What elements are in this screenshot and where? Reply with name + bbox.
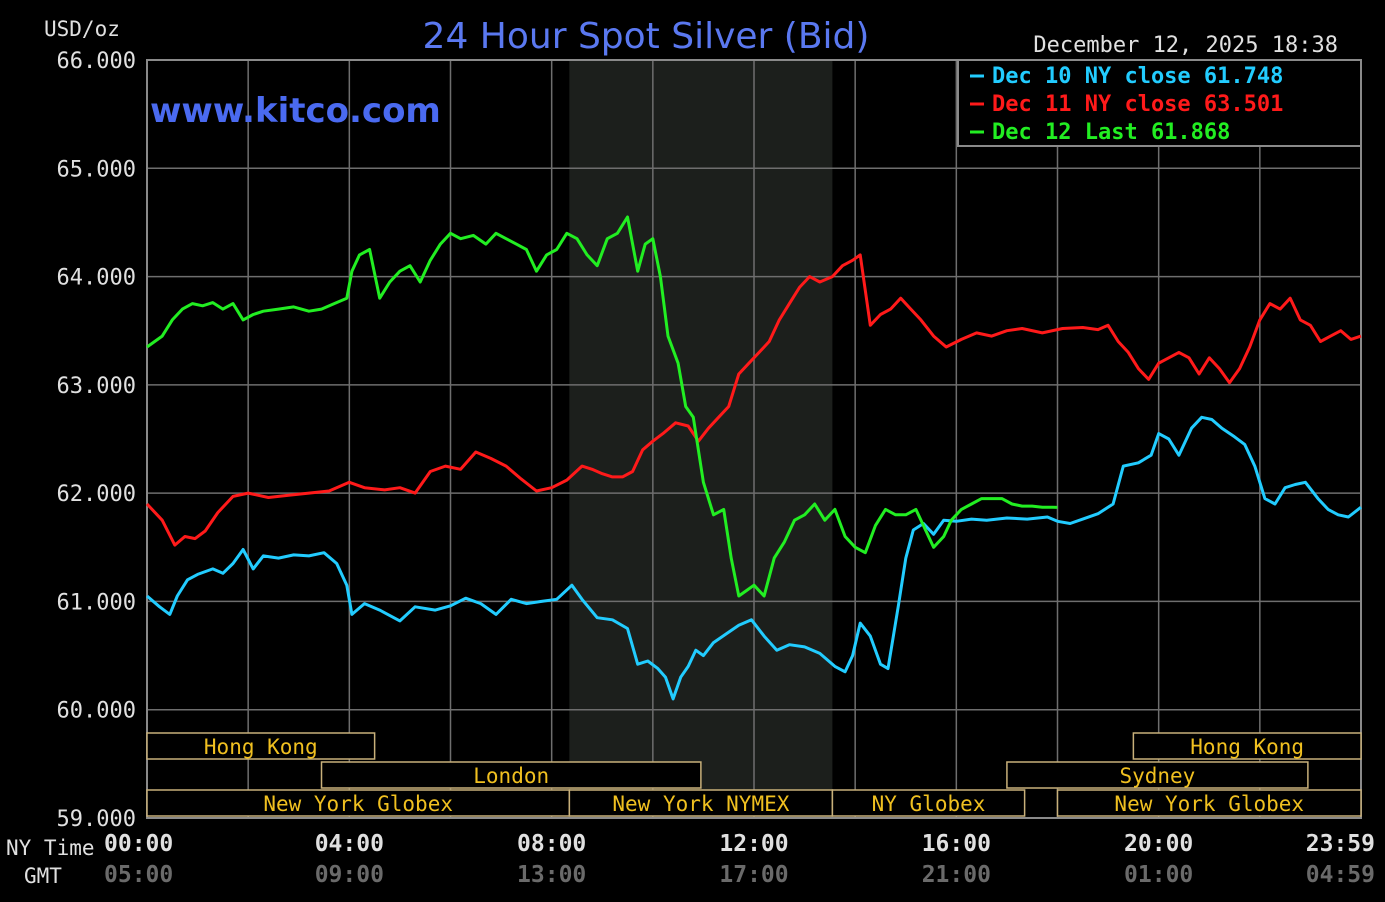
y-axis-ticks: 66.000 65.000 64.000 63.000 62.000 61.000 60.0…	[57, 49, 136, 832]
x-tick-label-ny: 16:00	[922, 831, 991, 857]
chart-timestamp: December 12, 2025 18:38	[1033, 33, 1338, 58]
session-bar: Hong Kong	[146, 732, 376, 760]
session-box	[568, 789, 834, 817]
x-tick-label-ny: 04:00	[315, 831, 384, 857]
market-sessions: Hong Kong London New York Globex New York N…	[146, 732, 1362, 817]
session-bar: New York Globex	[1056, 789, 1362, 817]
session-box	[1132, 732, 1362, 760]
session-label: Hong Kong	[204, 735, 318, 759]
price-series	[145, 215, 1362, 701]
session-box	[1056, 789, 1362, 817]
x-tick-label-ny: 23:59	[1306, 831, 1375, 857]
legend-entry: Dec 12 Last 61.868	[992, 120, 1230, 145]
chart-title: 24 Hour Spot Silver (Bid)	[423, 16, 870, 57]
x-tick-label-ny: 20:00	[1124, 831, 1193, 857]
x-tick-label-ny: 12:00	[719, 831, 788, 857]
session-box	[320, 761, 702, 789]
x-tick-label-gmt: 04:59	[1306, 862, 1375, 888]
session-label: New York NYMEX	[612, 792, 789, 816]
y-tick-label: 60.000	[57, 699, 136, 724]
y-tick-label: 59.000	[57, 807, 136, 832]
x-tick-label-ny: 08:00	[517, 831, 586, 857]
session-label: New York Globex	[263, 792, 453, 816]
session-label: London	[473, 764, 549, 788]
y-tick-label: 62.000	[57, 482, 136, 507]
session-bar: New York NYMEX	[568, 789, 834, 817]
y-tick-label: 66.000	[57, 49, 136, 74]
session-label: New York Globex	[1114, 792, 1304, 816]
session-bar: New York Globex	[146, 789, 571, 817]
session-label: Sydney	[1119, 764, 1195, 788]
series-line-2	[145, 253, 1362, 547]
kitco-watermark: www.kitco.com	[150, 91, 441, 131]
series-line-1	[146, 415, 1362, 701]
session-bar: NY Globex	[831, 789, 1026, 817]
session-bar: Hong Kong	[1132, 732, 1362, 760]
session-label: Hong Kong	[1190, 735, 1304, 759]
legend-entry: Dec 11 NY close 63.501	[992, 92, 1283, 117]
y-tick-label: 65.000	[57, 157, 136, 182]
x-tick-label-ny: 00:00	[104, 831, 173, 857]
x-axis-ticks: 00:00 05:00 04:00 09:00 08:00 13:00 12:00 17:00…	[104, 831, 1375, 888]
session-bar: London	[320, 761, 702, 789]
series-line-3	[146, 215, 1058, 598]
y-tick-label: 63.000	[57, 374, 136, 399]
y-tick-label: 61.000	[57, 590, 136, 615]
session-box	[831, 789, 1026, 817]
legend-box	[957, 59, 1362, 147]
y-axis-unit-label: USD/oz	[44, 17, 120, 41]
y-tick-label: 64.000	[57, 266, 136, 291]
legend: Dec 10 NY close 61.748 Dec 11 NY close 63…	[957, 59, 1362, 147]
session-bar: Sydney	[1006, 761, 1309, 789]
legend-entry: Dec 10 NY close 61.748	[992, 64, 1283, 89]
ny-time-row-label: NY Time	[6, 836, 95, 860]
session-box	[146, 732, 376, 760]
x-tick-label-gmt: 21:00	[922, 862, 991, 888]
x-tick-label-gmt: 01:00	[1124, 862, 1193, 888]
plot-frame	[146, 59, 1362, 819]
session-label: NY Globex	[872, 792, 986, 816]
x-tick-label-gmt: 17:00	[719, 862, 788, 888]
session-box	[146, 789, 571, 817]
session-box	[1006, 761, 1309, 789]
x-tick-label-gmt: 13:00	[517, 862, 586, 888]
x-tick-label-gmt: 05:00	[104, 862, 173, 888]
gmt-row-label: GMT	[24, 864, 62, 888]
x-tick-label-gmt: 09:00	[315, 862, 384, 888]
